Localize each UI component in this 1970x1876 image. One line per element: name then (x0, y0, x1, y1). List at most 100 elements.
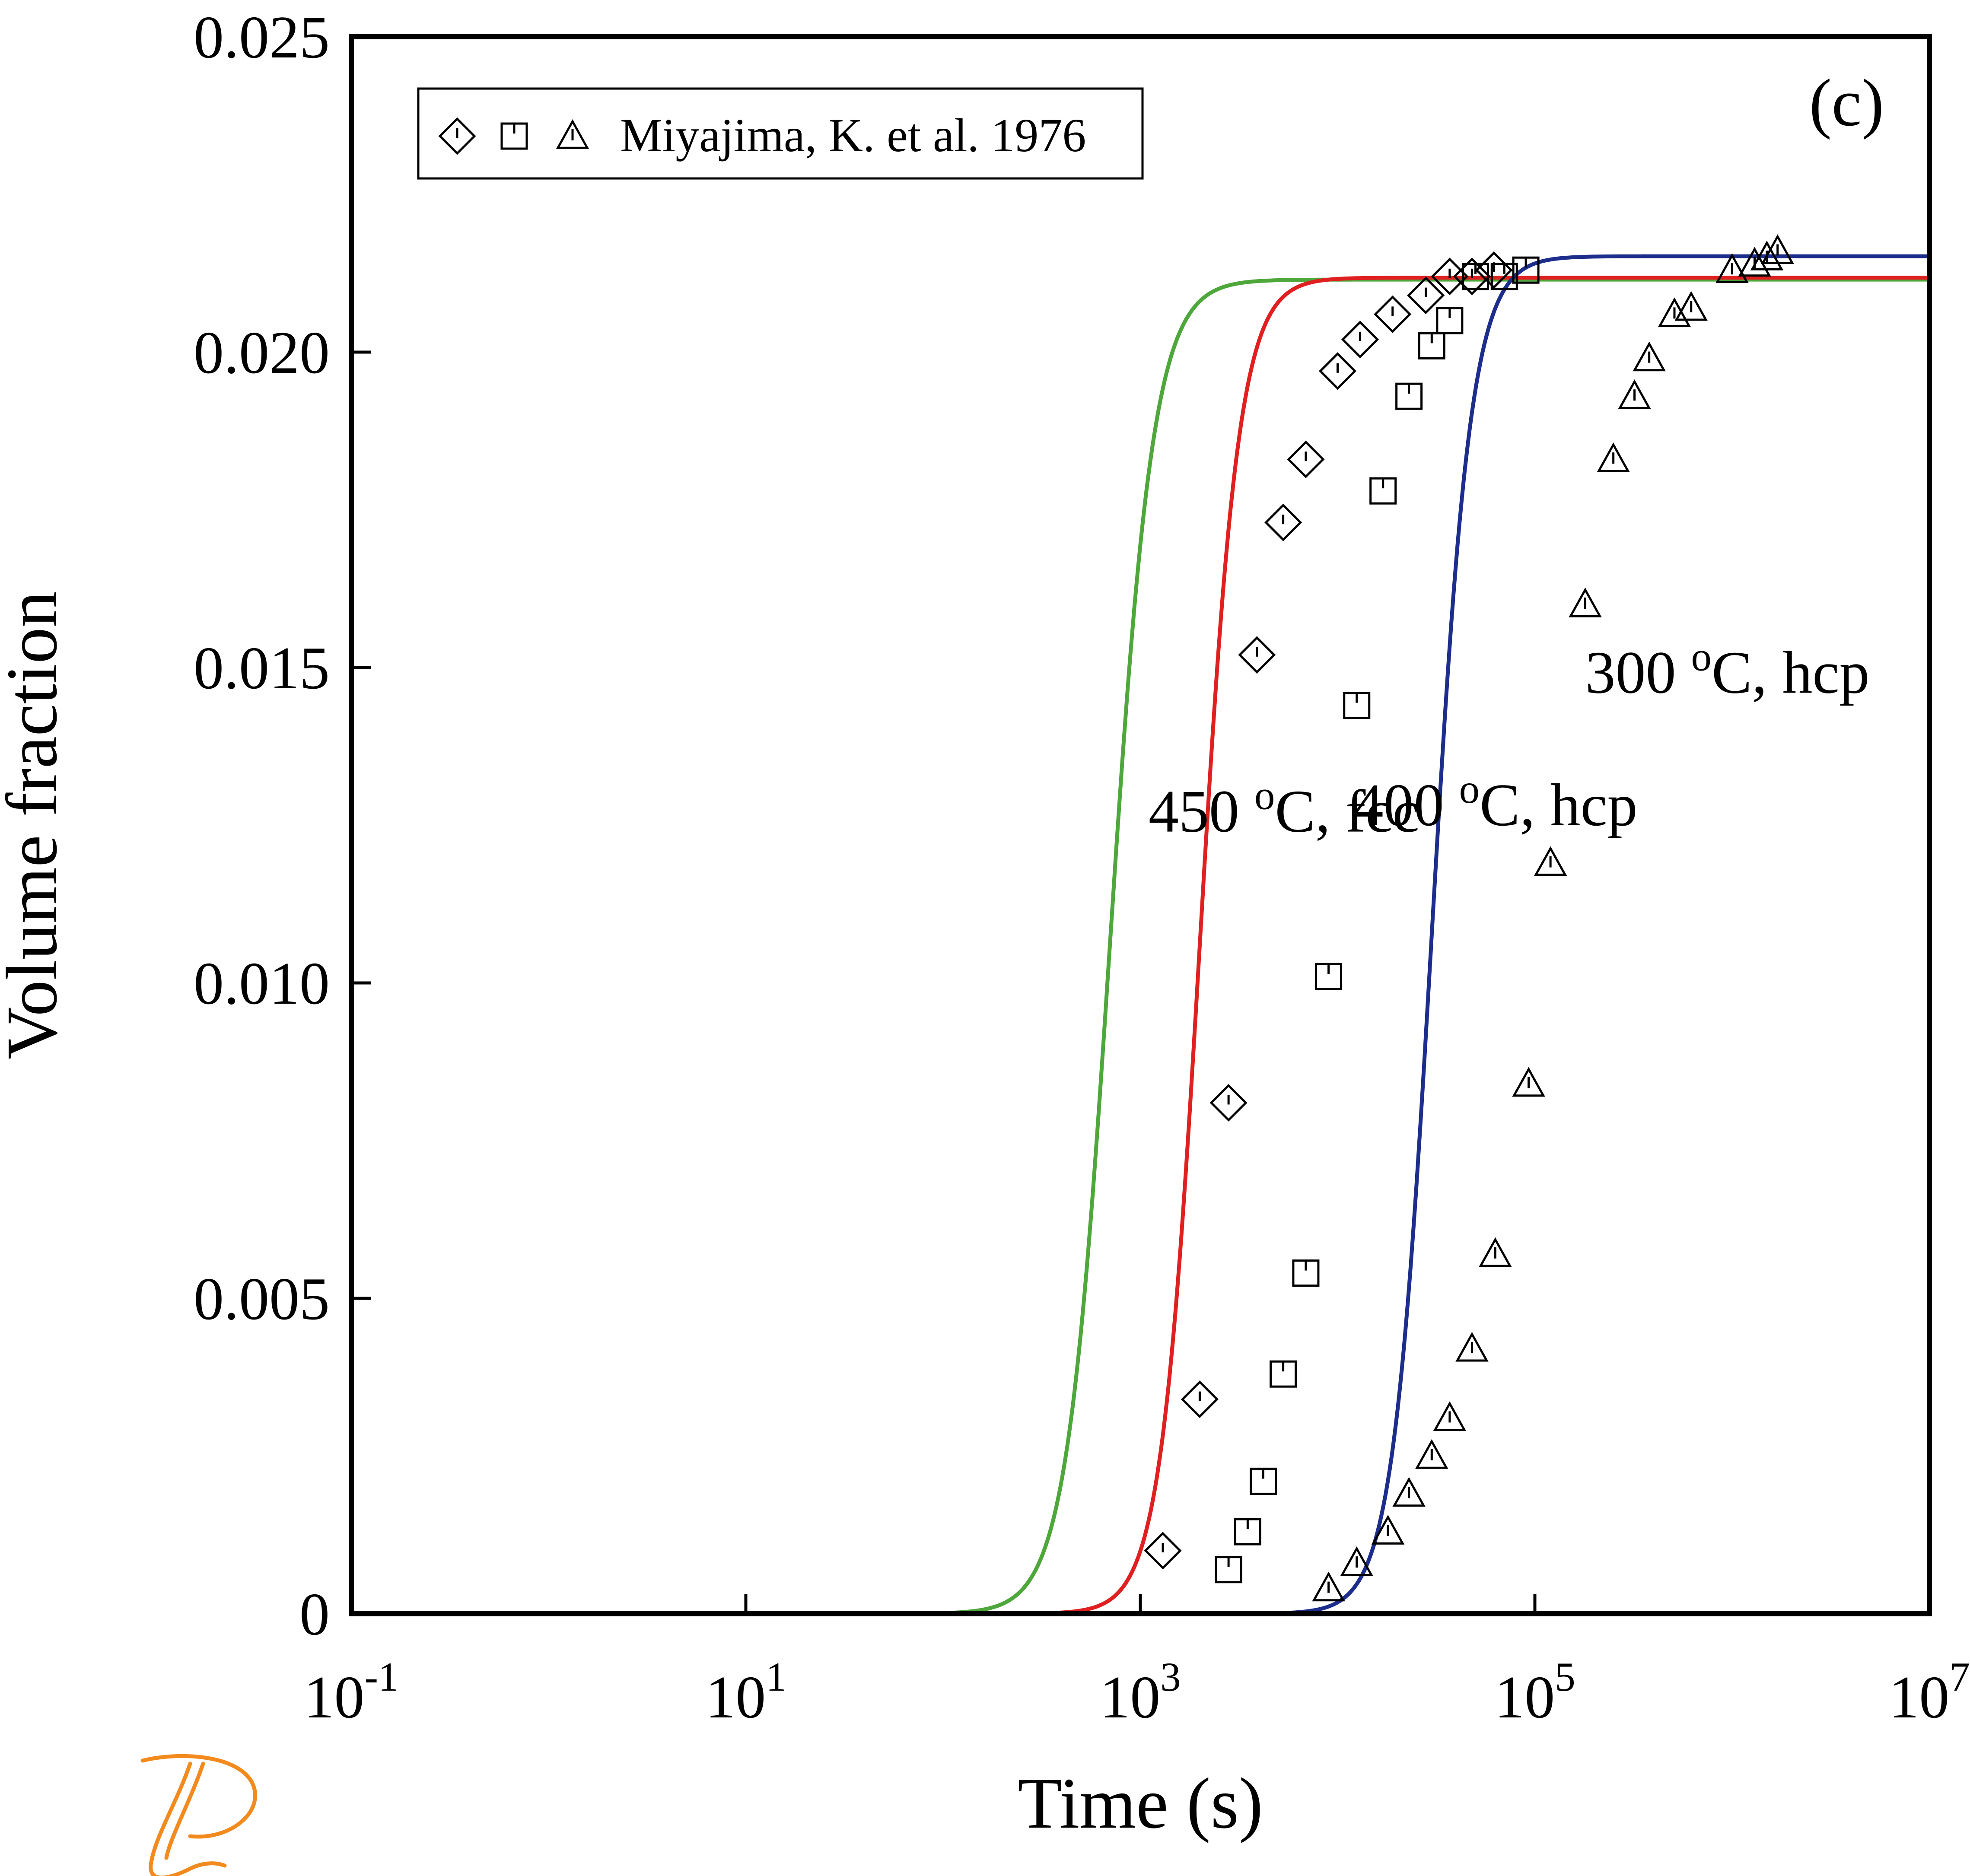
data-point-square-12 (1490, 263, 1518, 290)
legend-marker-diamond (438, 117, 476, 155)
data-point-triangle-11-shape (1597, 442, 1630, 472)
x-tick-label-3: 105 (1494, 1654, 1575, 1731)
data-point-triangle-3-shape (1392, 1477, 1426, 1507)
data-point-square-13 (1512, 256, 1540, 284)
data-point-triangle-14-shape (1658, 297, 1691, 328)
legend-box (417, 87, 1144, 180)
data-point-triangle-17-shape (1738, 247, 1771, 277)
data-point-triangle-12 (1618, 379, 1651, 409)
legend-marker-triangle (556, 119, 589, 149)
data-point-triangle-2-shape (1371, 1515, 1405, 1545)
x-tick-label-1: 101 (705, 1654, 786, 1731)
logo-icon (140, 1754, 258, 1876)
data-point-triangle-0 (1312, 1571, 1345, 1602)
data-point-triangle-6 (1455, 1332, 1489, 1362)
y-tick-label-2: 0.010 (194, 950, 330, 1017)
x-tick-label-4: 107 (1889, 1654, 1970, 1731)
data-point-triangle-6-shape (1455, 1332, 1489, 1362)
data-point-square-0 (1215, 1556, 1242, 1583)
legend-marker-square (500, 122, 528, 150)
data-point-triangle-13 (1633, 341, 1666, 372)
data-point-diamond-1 (1181, 1380, 1219, 1418)
data-point-square-5 (1315, 963, 1343, 990)
data-point-square-6 (1343, 692, 1371, 719)
data-point-diamond-9 (1407, 277, 1445, 315)
data-point-triangle-14 (1658, 297, 1691, 328)
data-point-triangle-19 (1761, 234, 1794, 264)
data-point-triangle-5 (1433, 1401, 1467, 1431)
data-point-triangle-11 (1597, 442, 1630, 472)
y-tick-label-0: 0 (299, 1581, 330, 1648)
data-point-diamond-0-shape (1144, 1532, 1182, 1570)
data-markers (1144, 234, 1794, 1602)
curve-label-2: 300 oC, hcp (1585, 633, 1870, 706)
y-tick-label-5: 0.025 (194, 4, 330, 71)
y-tick-label-1: 0.005 (194, 1266, 330, 1332)
data-point-square-9 (1418, 332, 1445, 359)
data-point-diamond-4-shape (1264, 503, 1302, 541)
data-point-triangle-5-shape (1433, 1401, 1467, 1431)
data-point-square-10 (1436, 307, 1464, 334)
data-point-triangle-15-shape (1674, 291, 1708, 321)
data-point-triangle-16 (1715, 253, 1749, 283)
tick-labels: 10-1 101 103 105 107 0 0.005 0.010 0.015 0.020 0.0… (194, 4, 1970, 1731)
data-point-triangle-13-shape (1633, 341, 1666, 372)
data-point-triangle-9-shape (1534, 846, 1567, 876)
data-point-diamond-9-shape (1407, 277, 1445, 315)
data-point-triangle-8 (1512, 1067, 1545, 1097)
data-point-triangle-19-shape (1761, 234, 1794, 264)
data-point-diamond-1-shape (1181, 1380, 1219, 1418)
legend-label: Miyajima, K. et al. 1976 (620, 109, 1086, 162)
data-point-triangle-9 (1534, 846, 1567, 876)
data-point-diamond-11-shape (1453, 258, 1491, 296)
y-axis-title: Volume fraction (0, 591, 72, 1059)
data-point-square-11 (1462, 263, 1489, 290)
data-point-triangle-10 (1569, 587, 1602, 617)
y-tick-label-3: 0.015 (194, 635, 330, 702)
data-point-diamond-2-shape (1209, 1084, 1248, 1122)
data-point-triangle-7-shape (1479, 1237, 1512, 1267)
x-tick-label-0: 10-1 (304, 1654, 398, 1731)
panel-label: (c) (1809, 65, 1884, 140)
data-point-triangle-15 (1674, 291, 1708, 321)
data-point-diamond-3-shape (1238, 636, 1276, 674)
data-point-diamond-4 (1264, 503, 1302, 541)
data-point-triangle-18-shape (1750, 240, 1784, 270)
data-point-square-1 (1234, 1518, 1261, 1545)
data-point-square-7 (1369, 477, 1397, 505)
axis-ticks (350, 35, 1931, 1615)
x-axis-title: Time (s) (1018, 1763, 1263, 1844)
data-point-triangle-4-shape (1415, 1439, 1448, 1469)
data-point-triangle-7 (1479, 1237, 1512, 1267)
data-point-diamond-3 (1238, 636, 1276, 674)
data-point-diamond-5-shape (1287, 440, 1325, 478)
legend-marker-triangle-shape (556, 119, 589, 149)
data-point-triangle-2 (1371, 1515, 1405, 1545)
legend: Miyajima, K. et al. 1976 (417, 87, 1144, 180)
data-point-square-2 (1250, 1467, 1277, 1495)
data-point-triangle-4 (1415, 1439, 1448, 1469)
legend-marker-diamond-shape (438, 117, 476, 155)
data-point-diamond-0 (1144, 1532, 1182, 1570)
data-point-triangle-10-shape (1569, 587, 1602, 617)
data-point-triangle-3 (1392, 1477, 1426, 1507)
data-point-triangle-8-shape (1512, 1067, 1545, 1097)
curve-label-0: 450 oC, fcc (1149, 773, 1419, 845)
data-point-diamond-7-shape (1341, 321, 1379, 359)
data-point-diamond-11 (1453, 258, 1491, 296)
data-point-triangle-1-shape (1340, 1546, 1373, 1576)
legend-markers (438, 117, 589, 155)
data-point-triangle-16-shape (1715, 253, 1749, 283)
data-point-square-8 (1395, 382, 1423, 410)
curve-label-1: 400 oC, hcp (1353, 766, 1638, 839)
data-point-diamond-2 (1209, 1084, 1248, 1122)
data-point-diamond-8 (1374, 295, 1412, 333)
data-point-diamond-5 (1287, 440, 1325, 478)
x-tick-label-2: 103 (1100, 1654, 1181, 1731)
data-point-diamond-6 (1318, 352, 1357, 390)
data-point-square-3 (1270, 1360, 1297, 1388)
data-point-diamond-6-shape (1318, 352, 1357, 390)
y-tick-label-4: 0.020 (194, 319, 330, 386)
